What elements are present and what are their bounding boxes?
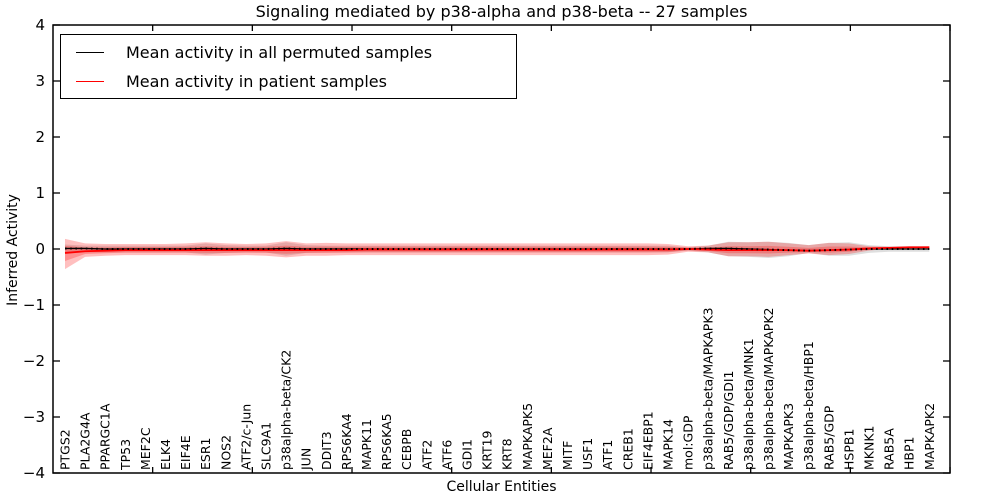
x-category-label: MKNK1 bbox=[862, 426, 877, 470]
x-category-label: RPS6KA5 bbox=[379, 413, 394, 470]
x-category-label: MEF2A bbox=[540, 427, 555, 470]
y-tick-label: 4 bbox=[35, 16, 45, 34]
x-category-label: HSPB1 bbox=[841, 429, 856, 470]
x-category-label: p38alpha-beta/MAPKAPK3 bbox=[701, 308, 716, 471]
x-category-label: ATF2 bbox=[419, 440, 434, 470]
patient-line-swatch-icon bbox=[76, 81, 104, 82]
x-category-label: MAPK14 bbox=[661, 419, 676, 470]
x-category-label: MAPK11 bbox=[359, 419, 374, 470]
x-axis-title: Cellular Entities bbox=[446, 479, 557, 495]
x-category-label: MAPKAPK5 bbox=[520, 403, 535, 470]
permuted-line-swatch-icon bbox=[76, 52, 104, 53]
x-category-label: EIF4E bbox=[178, 435, 193, 470]
x-category-label: EIF4EBP1 bbox=[640, 411, 655, 470]
x-category-label: mol:GDP bbox=[681, 415, 696, 470]
x-category-label: SLC9A1 bbox=[259, 422, 274, 470]
x-category-label: USF1 bbox=[580, 438, 595, 470]
x-category-label: RAB5/GDP bbox=[821, 405, 836, 470]
x-category-label: KRT19 bbox=[480, 430, 495, 470]
x-category-label: RPS6KA4 bbox=[339, 413, 354, 470]
y-tick-label: −2 bbox=[23, 352, 45, 370]
x-category-label: PTGS2 bbox=[58, 429, 73, 470]
chart-title: Signaling mediated by p38-alpha and p38-… bbox=[255, 2, 748, 21]
x-category-label: NOS2 bbox=[218, 435, 233, 470]
x-category-label: p38alpha-beta/HBP1 bbox=[801, 341, 816, 470]
legend-label-patient: Mean activity in patient samples bbox=[126, 72, 387, 91]
x-category-label: MITF bbox=[560, 441, 575, 470]
x-category-label: ATF1 bbox=[600, 440, 615, 470]
y-tick-label: −3 bbox=[23, 408, 45, 426]
x-category-label: KRT8 bbox=[500, 438, 515, 470]
y-tick-label: −4 bbox=[23, 464, 45, 482]
x-category-label: PPARGC1A bbox=[98, 403, 113, 470]
permuted-mean-marker-line bbox=[65, 247, 930, 252]
x-category-label: PLA2G4A bbox=[78, 412, 93, 470]
x-category-label: RAB5/GDP/GDI1 bbox=[721, 371, 736, 470]
x-category-label: MEF2C bbox=[138, 427, 153, 470]
y-tick-label: −1 bbox=[23, 296, 45, 314]
x-category-label: p38alpha-beta/MNK1 bbox=[741, 338, 756, 470]
x-category-label: p38alpha-beta/CK2 bbox=[279, 350, 294, 470]
x-category-label: ATF2/c-Jun bbox=[238, 404, 253, 470]
y-tick-label: 0 bbox=[35, 240, 45, 258]
y-tick-label: 2 bbox=[35, 128, 45, 146]
x-category-label: DDIT3 bbox=[319, 431, 334, 470]
x-category-label: HBP1 bbox=[902, 437, 917, 470]
y-axis-title: Inferred Activity bbox=[5, 194, 21, 306]
legend: Mean activity in all permuted samples Me… bbox=[60, 34, 517, 99]
x-category-label: p38alpha-beta/MAPKAPK2 bbox=[761, 308, 776, 471]
x-category-label: JUN bbox=[299, 448, 314, 471]
x-category-label: TP53 bbox=[118, 439, 133, 471]
x-category-label: MAPKAPK3 bbox=[781, 403, 796, 470]
x-category-label: CREB1 bbox=[620, 428, 635, 470]
y-tick-label: 3 bbox=[35, 72, 45, 90]
x-category-label: ATF6 bbox=[439, 440, 454, 470]
y-tick-label: 1 bbox=[35, 184, 45, 202]
legend-item-patient: Mean activity in patient samples bbox=[61, 67, 516, 96]
x-category-label: GDI1 bbox=[460, 439, 475, 470]
x-category-label: MAPKAPK2 bbox=[922, 403, 937, 470]
legend-item-permuted: Mean activity in all permuted samples bbox=[61, 38, 516, 67]
x-category-label: RAB5A bbox=[882, 428, 897, 470]
x-category-label: ELK4 bbox=[158, 439, 173, 470]
x-category-label: ESR1 bbox=[198, 438, 213, 470]
legend-label-permuted: Mean activity in all permuted samples bbox=[126, 43, 433, 62]
patient-range-band-outer bbox=[65, 238, 930, 270]
x-category-label: CEBPB bbox=[399, 429, 414, 470]
